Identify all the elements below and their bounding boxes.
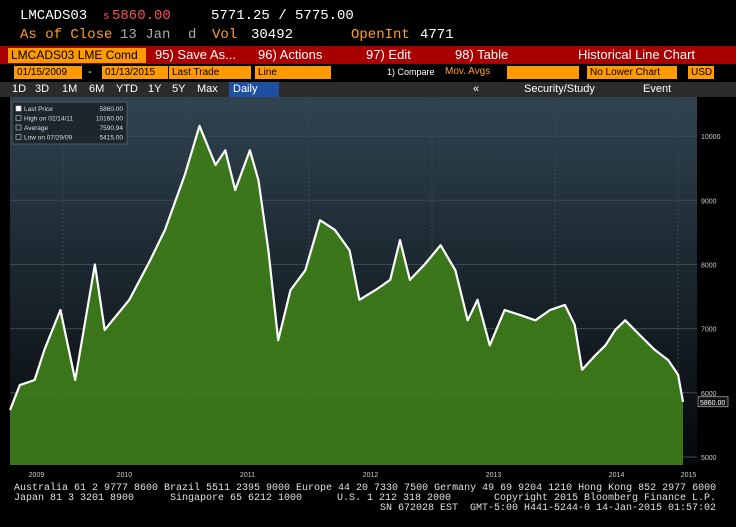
period-tab[interactable]: 1M <box>62 83 78 95</box>
button[interactable]: 97) Edit <box>366 47 411 62</box>
start-date[interactable]: 01/15/2009 <box>14 66 82 79</box>
x-tick-label: 2013 <box>486 472 502 479</box>
active-tab-bg <box>229 82 279 97</box>
legend-label: High on 02/14/11 <box>24 116 73 123</box>
y-tick-label: 9000 <box>701 198 717 205</box>
legend-label: Low on 07/29/09 <box>24 135 72 142</box>
x-tick-label: 2009 <box>29 472 45 479</box>
last-price-label: 5860.00 <box>700 400 725 407</box>
legend-swatch <box>15 105 22 112</box>
legend-value: 7590.94 <box>100 125 124 132</box>
legend-swatch <box>15 115 22 121</box>
study[interactable]: Security/Study <box>524 83 595 95</box>
period-tab[interactable]: 6M <box>89 83 105 95</box>
legend-swatch <box>15 124 22 131</box>
mov-avgs[interactable]: Mov. Avgs <box>445 66 491 77</box>
x-tick-label: 2012 <box>363 472 379 479</box>
tab-active[interactable]: Daily <box>233 83 258 95</box>
footer-line: Japan 81 3 3201 8900 <box>14 493 135 504</box>
toolbar: LMCADS03 LME Comd 95) Save As... 96) Act… <box>0 46 736 64</box>
footer-line: Singapore 65 6212 1000 <box>170 493 303 504</box>
period-tab[interactable]: YTD <box>116 83 138 95</box>
bid-ask: 5771.25 / 5775.00 <box>211 8 354 24</box>
legend-value: 5860.00 <box>100 106 124 113</box>
last-price-box <box>697 396 729 408</box>
x-tick-label: 2014 <box>609 472 625 479</box>
footer-line: SN 672028 EST GMT-5:00 H441-5244-0 14-Ja… <box>380 503 717 514</box>
legend-value: 10160.00 <box>96 116 123 123</box>
compare[interactable]: 1) Compare <box>387 67 435 77</box>
price-prefix: s <box>103 11 110 23</box>
y-tick-label: 8000 <box>701 262 717 269</box>
period-tab[interactable]: Max <box>197 83 218 95</box>
lower-chart[interactable]: No Lower Chart <box>587 66 677 79</box>
as-of: As of Close <box>20 27 113 43</box>
footer-line: Australia 61 2 9777 8600 Brazil 5511 239… <box>14 483 717 494</box>
end-date[interactable]: 01/13/2015 <box>102 66 168 79</box>
plot: 2009 2010 2011 2012 2013 2014 2015 <box>8 97 697 479</box>
oi-label: OpenInt <box>351 27 410 43</box>
date-flag: d <box>188 27 197 43</box>
y-tick-label: 7000 <box>701 327 717 334</box>
price-line <box>8 124 685 411</box>
event[interactable]: Event <box>643 83 672 95</box>
area <box>10 125 683 466</box>
tab-bar: Daily « Security/Study Event 1D 3D 1M 6M YTD… <box>0 82 736 97</box>
x-tick-label: 2011 <box>240 472 255 479</box>
security-field[interactable]: LMCADS03 LME Comd <box>8 48 146 63</box>
collapse[interactable]: « <box>473 83 480 95</box>
legend-box <box>11 101 128 145</box>
empty-field[interactable] <box>507 66 579 79</box>
legend-value: 5415.00 <box>100 135 124 142</box>
period-tab[interactable]: 3D <box>35 83 50 95</box>
date: 13 Jan <box>120 27 171 43</box>
footer-line: U.S. 1 212 318 2000 <box>337 493 452 504</box>
period-tab[interactable]: 1D <box>12 83 27 95</box>
x-tick-label: 2015 <box>681 472 697 479</box>
period-tab[interactable]: 5Y <box>172 83 186 95</box>
vol: 30492 <box>251 27 294 43</box>
date-dash: - <box>88 66 92 78</box>
last-price: 5860.00 <box>112 8 171 24</box>
ticker: LMCADS03 <box>20 8 88 24</box>
y-tick-label: 5000 <box>701 455 717 462</box>
y-tick-label: 6000 <box>701 391 717 398</box>
oi: 4771 <box>420 27 454 43</box>
button[interactable]: 98) Table <box>455 47 509 62</box>
y-tick-label: 10000 <box>701 134 721 141</box>
currency[interactable]: USD <box>688 66 714 79</box>
legend-label: Last Price <box>24 106 53 113</box>
x-tick-label: 2010 <box>117 472 133 479</box>
button[interactable]: 96) Actions <box>258 47 323 62</box>
period-tab[interactable]: 1Y <box>148 83 162 95</box>
chart: 2009 2010 2011 2012 2013 2014 2015 5000 6000 7000… <box>8 97 729 479</box>
footer-line: Copyright 2015 Bloomberg Finance L.P. <box>494 493 717 504</box>
legend-label: Average <box>24 125 48 132</box>
style-select[interactable]: Line <box>255 66 331 79</box>
button[interactable]: 95) Save As... <box>155 47 236 62</box>
function-title: Historical Line Chart <box>578 47 696 62</box>
legend-swatch <box>15 134 22 140</box>
field-select[interactable]: Last Trade <box>169 66 251 79</box>
vol-label: Vol <box>212 27 238 43</box>
